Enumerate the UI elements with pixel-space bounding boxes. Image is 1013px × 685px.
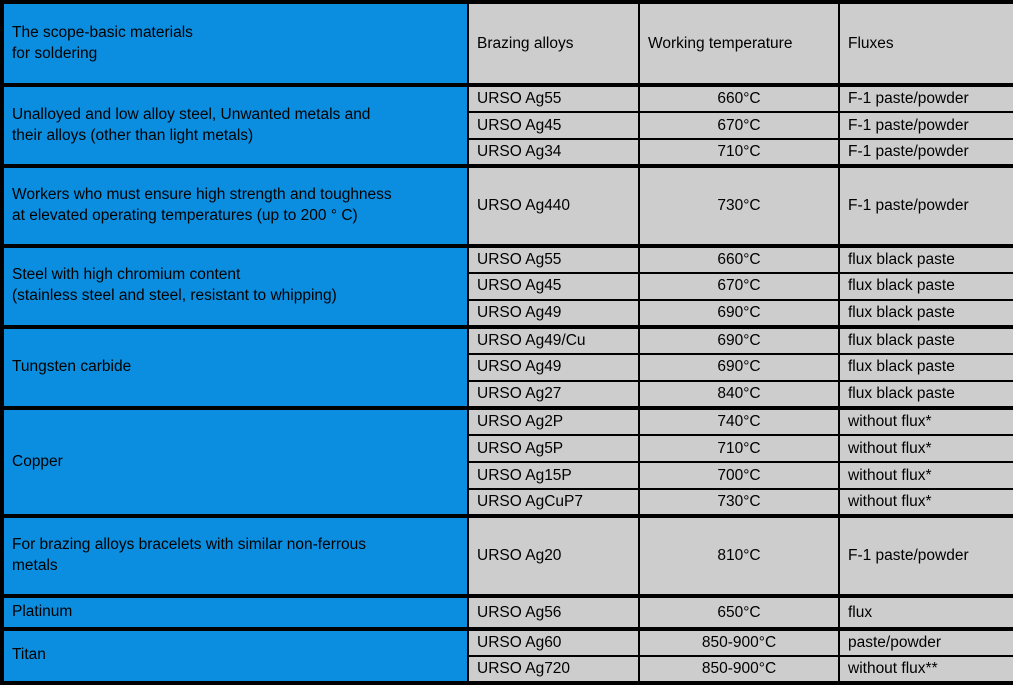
flux-cell: paste/powder (838, 626, 1013, 657)
alloy-cell: URSO Ag5P (467, 434, 640, 464)
material-cell-platinum: Platinum (1, 594, 469, 630)
table-row: For brazing alloys bracelets with simila… (1, 514, 1013, 598)
table-row: URSO Ag720 850-900°C without flux** (2, 654, 1013, 685)
table-row: URSO Ag45 670°C F-1 paste/powder (2, 111, 1013, 141)
alloy-cell: URSO Ag2P (467, 405, 640, 437)
table-row: URSO Ag34 710°C F-1 paste/powder (2, 138, 1013, 168)
alloy-cell: URSO Ag45 (467, 271, 640, 301)
temp-cell: 660°C (638, 243, 840, 274)
table-row: URSO Ag49 690°C flux black paste (2, 352, 1013, 382)
temp-cell: 690°C (638, 352, 840, 382)
temp-cell: 730°C (638, 164, 840, 247)
table-row: URSO Ag27 840°C flux black paste (2, 379, 1013, 409)
table-row: URSO Ag5P 710°C without flux* (2, 434, 1013, 464)
temp-cell: 840°C (638, 379, 840, 409)
scope-header-cell: The scope-basic materials for soldering (1, 0, 469, 87)
table-row: URSO Ag15P 700°C without flux* (2, 461, 1013, 491)
alloy-cell: URSO Ag45 (467, 111, 640, 141)
alloy-cell: URSO Ag20 (467, 514, 640, 598)
alloy-cell: URSO Ag15P (467, 461, 640, 491)
alloy-cell: URSO AgCuP7 (467, 488, 640, 518)
flux-cell: without flux* (838, 405, 1013, 437)
temp-cell: 850-900°C (638, 626, 840, 657)
flux-cell: flux (838, 594, 1013, 630)
col-header-fluxes: Fluxes (838, 0, 1013, 87)
flux-cell: without flux** (838, 654, 1013, 685)
alloy-cell: URSO Ag49/Cu (467, 324, 640, 355)
flux-cell: without flux* (838, 461, 1013, 491)
table-row: URSO Ag49 690°C flux black paste (2, 298, 1013, 328)
temp-cell: 740°C (638, 405, 840, 437)
alloy-cell: URSO Ag56 (467, 594, 640, 630)
alloy-cell: URSO Ag34 (467, 138, 640, 168)
flux-cell: F-1 paste/powder (838, 83, 1013, 114)
flux-cell: flux black paste (838, 298, 1013, 328)
flux-cell: flux black paste (838, 352, 1013, 382)
table-row: Copper URSO Ag2P 740°C without flux* (1, 405, 1013, 518)
alloy-cell: URSO Ag440 (467, 164, 640, 247)
table-row: Steel with high chromium content (stainl… (1, 243, 1013, 328)
col-header-brazing-alloys: Brazing alloys (467, 0, 640, 87)
flux-cell: F-1 paste/powder (838, 138, 1013, 168)
temp-cell: 850-900°C (638, 654, 840, 685)
temp-cell: 690°C (638, 298, 840, 328)
table-row: URSO Ag45 670°C flux black paste (2, 271, 1013, 301)
material-cell-high-strength: Workers who must ensure high strength an… (1, 164, 469, 247)
flux-cell: flux black paste (838, 243, 1013, 274)
temp-cell: 710°C (638, 434, 840, 464)
material-cell-titan: Titan (1, 626, 469, 685)
material-cell-tungsten-carbide: Tungsten carbide (1, 324, 469, 409)
table-row: URSO AgCuP7 730°C without flux* (2, 488, 1013, 518)
flux-cell: flux black paste (838, 324, 1013, 355)
material-cell-copper: Copper (1, 405, 469, 518)
alloy-cell: URSO Ag49 (467, 352, 640, 382)
table-header-row: The scope-basic materials for soldering … (1, 0, 1013, 87)
alloy-cell: URSO Ag55 (467, 83, 640, 114)
alloy-cell: URSO Ag55 (467, 243, 640, 274)
temp-cell: 710°C (638, 138, 840, 168)
alloy-cell: URSO Ag60 (467, 626, 640, 657)
temp-cell: 700°C (638, 461, 840, 491)
alloy-cell: URSO Ag27 (467, 379, 640, 409)
flux-cell: flux black paste (838, 271, 1013, 301)
flux-cell: flux black paste (838, 379, 1013, 409)
table-row: Tungsten carbide URSO Ag49/Cu 690°C flux… (1, 324, 1013, 409)
material-cell-unalloyed-steel: Unalloyed and low alloy steel, Unwanted … (1, 83, 469, 168)
table-row: Platinum URSO Ag56 650°C flux (1, 594, 1013, 630)
material-cell-non-ferrous: For brazing alloys bracelets with simila… (1, 514, 469, 598)
temp-cell: 650°C (638, 594, 840, 630)
flux-cell: F-1 paste/powder (838, 111, 1013, 141)
table-row: Titan URSO Ag60 850-900°C paste/powder (1, 626, 1013, 685)
col-header-working-temperature: Working temperature (638, 0, 840, 87)
flux-cell: without flux* (838, 434, 1013, 464)
table-row: Workers who must ensure high strength an… (1, 164, 1013, 247)
flux-cell: F-1 paste/powder (838, 164, 1013, 247)
table-row: Unalloyed and low alloy steel, Unwanted … (1, 83, 1013, 168)
temp-cell: 660°C (638, 83, 840, 114)
temp-cell: 690°C (638, 324, 840, 355)
temp-cell: 810°C (638, 514, 840, 598)
flux-cell: without flux* (838, 488, 1013, 518)
alloy-cell: URSO Ag720 (467, 654, 640, 685)
alloy-cell: URSO Ag49 (467, 298, 640, 328)
temp-cell: 670°C (638, 111, 840, 141)
material-cell-chromium-steel: Steel with high chromium content (stainl… (1, 243, 469, 328)
temp-cell: 670°C (638, 271, 840, 301)
flux-cell: F-1 paste/powder (838, 514, 1013, 598)
temp-cell: 730°C (638, 488, 840, 518)
